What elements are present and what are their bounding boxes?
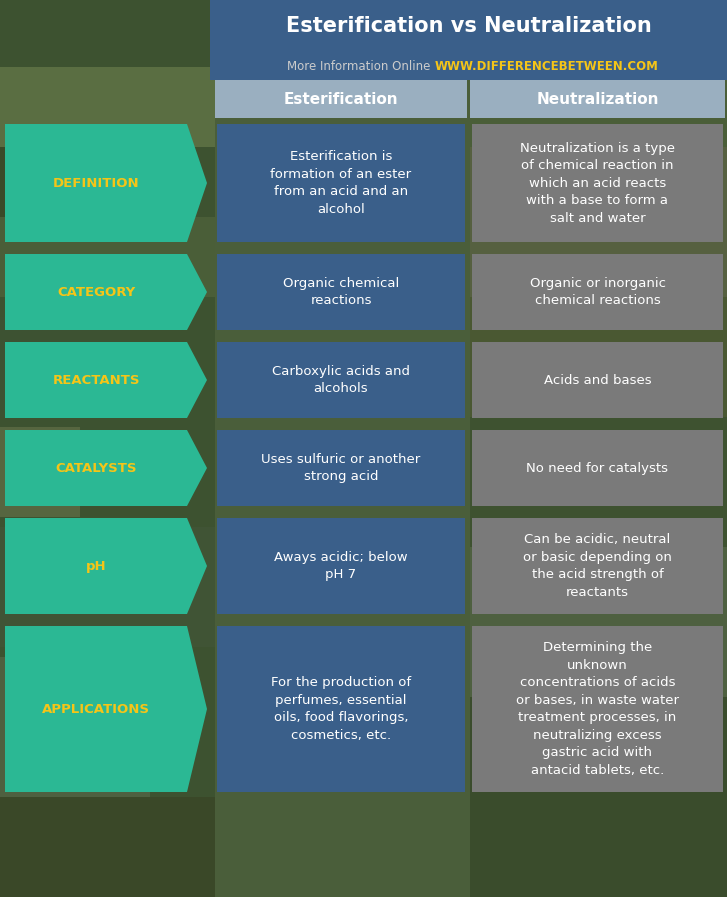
FancyBboxPatch shape: [0, 797, 215, 897]
FancyBboxPatch shape: [0, 317, 130, 417]
Text: Determining the
unknown
concentrations of acids
or bases, in waste water
treatme: Determining the unknown concentrations o…: [516, 641, 679, 777]
FancyBboxPatch shape: [215, 80, 467, 118]
FancyBboxPatch shape: [0, 67, 215, 147]
FancyBboxPatch shape: [217, 430, 465, 506]
Text: More Information Online: More Information Online: [286, 59, 430, 73]
FancyBboxPatch shape: [470, 417, 727, 547]
Text: Esterification: Esterification: [284, 91, 398, 107]
FancyBboxPatch shape: [472, 342, 723, 418]
Text: Neutralization: Neutralization: [537, 91, 659, 107]
FancyBboxPatch shape: [470, 297, 727, 417]
FancyBboxPatch shape: [0, 147, 100, 217]
FancyBboxPatch shape: [470, 80, 725, 118]
Text: Esterification is
formation of an ester
from an acid and an
alcohol: Esterification is formation of an ester …: [270, 151, 411, 216]
FancyBboxPatch shape: [470, 147, 727, 297]
Text: No need for catalysts: No need for catalysts: [526, 461, 669, 475]
Polygon shape: [5, 254, 207, 330]
Text: DEFINITION: DEFINITION: [52, 177, 140, 189]
Text: Uses sulfuric or another
strong acid: Uses sulfuric or another strong acid: [262, 453, 421, 483]
Polygon shape: [5, 626, 207, 792]
Text: Organic or inorganic
chemical reactions: Organic or inorganic chemical reactions: [529, 277, 665, 308]
Text: Acids and bases: Acids and bases: [544, 373, 651, 387]
FancyBboxPatch shape: [0, 427, 80, 517]
FancyBboxPatch shape: [472, 254, 723, 330]
Polygon shape: [5, 518, 207, 614]
Text: WWW.DIFFERENCEBETWEEN.COM: WWW.DIFFERENCEBETWEEN.COM: [435, 59, 659, 73]
Text: Neutralization is a type
of chemical reaction in
which an acid reacts
with a bas: Neutralization is a type of chemical rea…: [520, 142, 675, 224]
Text: For the production of
perfumes, essential
oils, food flavorings,
cosmetics, etc.: For the production of perfumes, essentia…: [271, 676, 411, 742]
Text: REACTANTS: REACTANTS: [52, 373, 140, 387]
FancyBboxPatch shape: [472, 124, 723, 242]
FancyBboxPatch shape: [0, 217, 215, 297]
FancyBboxPatch shape: [470, 697, 727, 897]
Text: Carboxylic acids and
alcohols: Carboxylic acids and alcohols: [272, 365, 410, 396]
Text: Esterification vs Neutralization: Esterification vs Neutralization: [286, 16, 651, 36]
Polygon shape: [5, 430, 207, 506]
FancyBboxPatch shape: [0, 0, 215, 897]
Text: Aways acidic; below
pH 7: Aways acidic; below pH 7: [274, 551, 408, 581]
FancyBboxPatch shape: [217, 124, 465, 242]
FancyBboxPatch shape: [217, 254, 465, 330]
Text: APPLICATIONS: APPLICATIONS: [42, 702, 150, 716]
FancyBboxPatch shape: [470, 547, 727, 697]
FancyBboxPatch shape: [472, 430, 723, 506]
FancyBboxPatch shape: [0, 527, 215, 647]
Text: pH: pH: [86, 560, 106, 572]
Text: Can be acidic, neutral
or basic depending on
the acid strength of
reactants: Can be acidic, neutral or basic dependin…: [523, 533, 672, 599]
FancyBboxPatch shape: [470, 0, 727, 147]
Text: Organic chemical
reactions: Organic chemical reactions: [283, 277, 399, 308]
FancyBboxPatch shape: [217, 626, 465, 792]
Text: CATEGORY: CATEGORY: [57, 285, 135, 299]
FancyBboxPatch shape: [217, 518, 465, 614]
FancyBboxPatch shape: [0, 657, 150, 797]
FancyBboxPatch shape: [472, 626, 723, 792]
Text: CATALYSTS: CATALYSTS: [55, 461, 137, 475]
Polygon shape: [5, 342, 207, 418]
FancyBboxPatch shape: [472, 518, 723, 614]
FancyBboxPatch shape: [210, 0, 727, 52]
Polygon shape: [5, 124, 207, 242]
FancyBboxPatch shape: [210, 52, 727, 80]
FancyBboxPatch shape: [217, 342, 465, 418]
